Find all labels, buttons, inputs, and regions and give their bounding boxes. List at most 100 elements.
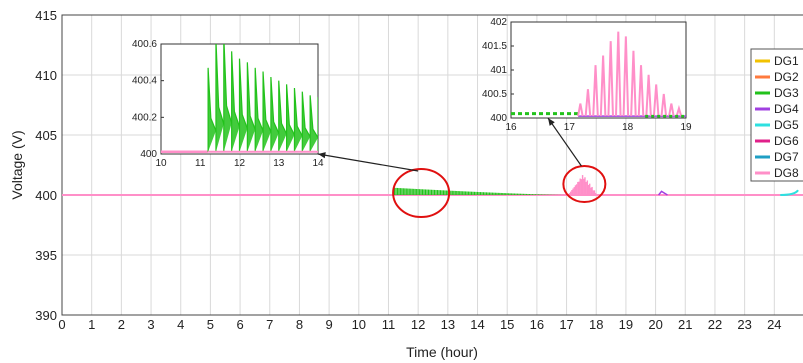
x-tick-label: 10 [352,317,366,332]
inset-pulse [607,41,614,117]
inset-pulse [309,95,318,152]
legend-label-dg7: DG7 [774,150,799,164]
x-tick-label: 11 [382,317,396,332]
legend: DG1 DG2 DG3 DG4 DG5 DG6 DG7 DG8 [750,48,803,182]
inset-y-tick-label: 400.4 [132,76,157,87]
inset-y-tick-label: 400.6 [132,39,157,50]
inset-x-tick-label: 13 [273,158,285,169]
inset-pulse [584,89,592,117]
inset-x-tick-label: 16 [505,122,517,133]
x-tick-label: 13 [441,317,455,332]
event-dg4 [657,190,668,196]
inset-pulse [293,87,303,152]
inset-pulse [577,103,584,117]
inset-arrow [547,117,582,167]
x-tick-label: 17 [559,317,573,332]
inset-x-tick-label: 17 [564,122,576,133]
x-tick-label: 1 [88,317,95,332]
inset-dg8: 16 17 18 19 400 400.5 401 401.5 402 [482,17,692,167]
inset-pulse [637,65,645,117]
x-tick-label: 4 [177,317,184,332]
inset-pulse [592,65,599,117]
y-tick-label: 395 [35,248,57,263]
inset-pulse [231,51,241,152]
event-dg3 [393,187,566,195]
inset-pulse [286,84,295,152]
inset-dg3: 10 11 12 13 14 400 400.2 400.4 400.6 [132,39,419,172]
legend-box [750,48,803,182]
y-tick-label: 390 [35,308,57,323]
inset-pulse [270,76,280,152]
legend-label-dg1: DG1 [774,54,799,68]
x-tick-label: 6 [236,317,243,332]
inset-pulse [215,44,225,152]
event-dg5 [780,189,799,196]
legend-label-dg8: DG8 [774,166,799,180]
inset-pulse [668,103,675,117]
x-tick-label: 15 [500,317,514,332]
inset-y-tick-label: 400.2 [132,112,157,123]
inset-pulse [599,55,607,117]
y-tick-label: 405 [35,128,57,143]
x-tick-label: 23 [737,317,751,332]
x-tick-label: 12 [411,317,425,332]
inset-y-tick-label: 401 [490,65,507,76]
inset-y-tick-label: 400 [490,113,507,124]
series-lines [62,175,803,196]
inset-y-tick-label: 400.5 [482,89,507,100]
inset-pulse [238,58,248,152]
inset-x-tick-label: 18 [622,122,634,133]
highlight-circle-dg3 [392,168,451,218]
inset-pulse [207,67,217,152]
inset-series [511,31,686,118]
inset-pulse [630,50,637,117]
inset-pulse [278,80,288,152]
inset-y-tick-label: 400 [140,149,157,160]
inset-x-tick-label: 19 [680,122,692,133]
x-tick-label: 2 [118,317,125,332]
x-tick-label: 24 [767,317,781,332]
legend-label-dg4: DG4 [774,102,799,116]
inset-pulse [254,67,264,152]
insets: 10 11 12 13 14 400 400.2 400.4 400.6 16 17 18 19 400 4… [132,17,692,172]
highlight-circles [392,165,607,218]
inset-pulse [317,97,318,152]
inset-series [161,44,318,154]
event-dg8 [568,175,597,195]
inset-arrowhead [318,152,326,159]
inset-x-tick-label: 14 [312,158,324,169]
inset-pulse [645,74,652,117]
x-axis-label: Time (hour) [406,344,478,360]
inset-pulse [652,84,660,117]
x-tick-label: 20 [648,317,662,332]
plot-area [61,14,803,316]
inset-pulse [223,44,233,152]
legend-label-dg6: DG6 [774,134,799,148]
x-tick-label: 5 [207,317,214,332]
main-ticks: 0 1 2 3 4 5 6 7 8 9 10 11 12 13 14 15 16 17 18 19 20 21 22 23 24… [35,8,781,332]
inset-x-tick-label: 11 [195,158,206,169]
inset-pulse [660,93,668,117]
inset-pulse [262,71,272,152]
highlight-circle-dg8 [562,165,607,203]
legend-label-dg3: DG3 [774,86,799,100]
x-tick-label: 21 [678,317,692,332]
inset-y-tick-label: 402 [490,17,507,28]
x-tick-label: 3 [147,317,154,332]
inset-x-tick-label: 10 [155,158,167,169]
inset-arrow [317,153,419,172]
x-tick-label: 0 [58,317,65,332]
x-tick-label: 22 [708,317,722,332]
inset-pulse [301,91,311,152]
inset-pulse [622,36,630,117]
legend-label-dg5: DG5 [774,118,799,132]
y-tick-label: 410 [35,68,57,83]
inset-arrowhead [548,118,555,126]
x-tick-label: 7 [266,317,273,332]
x-tick-label: 16 [530,317,544,332]
inset-pulse [246,62,256,152]
legend-label-dg2: DG2 [774,70,799,84]
inset-x-tick-label: 12 [234,158,246,169]
inset-pulse [615,31,622,117]
